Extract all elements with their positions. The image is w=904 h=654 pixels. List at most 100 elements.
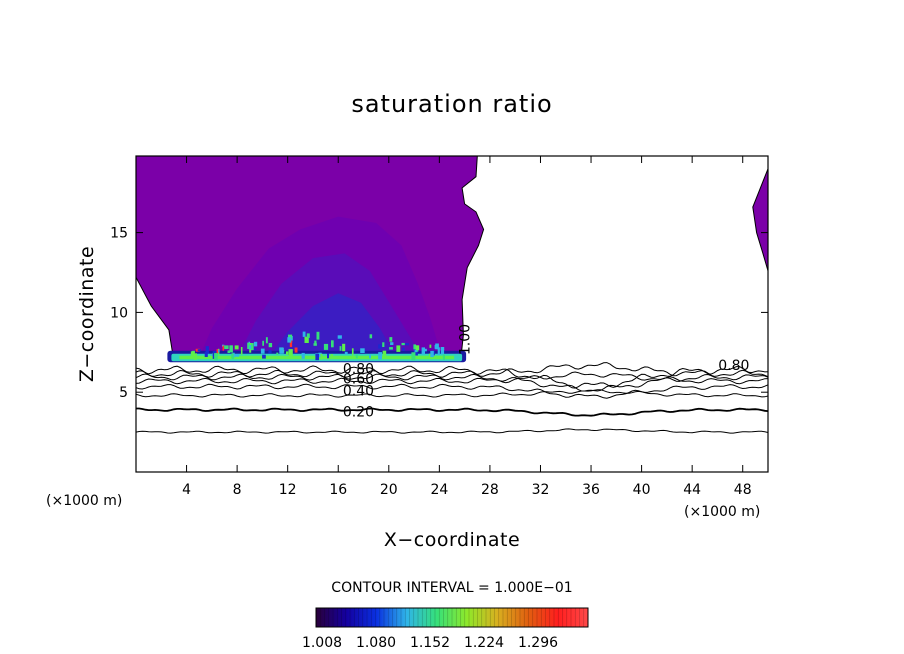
band-streak [288, 349, 293, 357]
contour-line-0.8 [136, 365, 768, 389]
band-streak [314, 340, 317, 346]
band-streak [378, 344, 382, 349]
band-streak [440, 349, 445, 355]
band-streak [262, 354, 266, 359]
band-streak [320, 353, 323, 360]
y-tick-label: 10 [110, 305, 128, 321]
y-axis-label: Z−coordinate [76, 246, 98, 382]
band-streak [214, 353, 218, 361]
band-streak [253, 348, 257, 351]
band-streak [331, 340, 334, 348]
band-streak [306, 333, 310, 338]
band-streak [360, 348, 365, 353]
band-streak [337, 335, 342, 339]
y-tick-label: 15 [110, 226, 128, 242]
contour-line-0.2 [136, 407, 768, 417]
band-streak [294, 347, 298, 353]
chart-title: saturation ratio [351, 90, 552, 118]
band-streak [414, 349, 418, 353]
band-streak [442, 354, 445, 360]
band-streak [421, 347, 425, 355]
band-streak [205, 346, 209, 354]
band-streak [424, 348, 427, 352]
band-streak [339, 346, 342, 351]
colorbar-tick-label: 1.008 [302, 635, 342, 651]
contour-line-0.6 [136, 373, 768, 392]
x-tick-label: 20 [380, 482, 398, 498]
x-tick-label: 40 [633, 482, 651, 498]
x-unit-label-right: (×1000 m) [684, 504, 760, 520]
band-streak [268, 350, 272, 354]
x-tick-label: 32 [532, 482, 550, 498]
band-streak [429, 344, 432, 348]
plot-frame [135, 155, 769, 473]
band-streak [260, 348, 265, 354]
band-streak [304, 336, 309, 343]
band-streak [247, 342, 250, 349]
band-streak [268, 343, 273, 348]
band-streak [194, 353, 197, 360]
x-tick-label: 24 [430, 482, 448, 498]
colorbar-tick-label: 1.224 [464, 635, 504, 651]
band-streak [378, 352, 382, 360]
contour-label: 0.80 [343, 361, 374, 377]
band-streak [316, 331, 320, 340]
x-tick-label: 28 [481, 482, 499, 498]
colorbar-tick-label: 1.296 [518, 635, 558, 651]
band-streak [262, 340, 264, 346]
contour-line-0.3 [136, 389, 768, 398]
band-streak [222, 345, 225, 351]
colorbar-tick-label: 1.152 [410, 635, 450, 651]
band-streak [313, 343, 317, 346]
x-tick-label: 8 [233, 482, 242, 498]
colorbar [315, 607, 589, 628]
cloud-base-band [167, 331, 467, 363]
x-tick-label: 16 [329, 482, 347, 498]
band-streak [190, 351, 195, 360]
band-streak [204, 351, 208, 357]
band-streak [342, 343, 346, 352]
contour-label: 0.20 [343, 404, 374, 420]
band-streak [435, 343, 439, 350]
colorbar-tick-label: 1.080 [356, 635, 396, 651]
band-streak [288, 334, 293, 340]
band-streak [315, 354, 319, 361]
contour-labels: 0.200.400.600.80 0.801.00 [343, 324, 750, 420]
band-streak [197, 349, 201, 352]
x-tick-label: 36 [582, 482, 600, 498]
band-streak [279, 347, 284, 354]
band-streak [390, 342, 394, 345]
band-streak [404, 343, 409, 346]
contour-lines [136, 362, 768, 434]
band-streak [249, 346, 252, 353]
band-streak [224, 345, 229, 350]
band-streak [440, 347, 445, 350]
shaded-regions [136, 156, 768, 360]
band-streak [389, 337, 393, 342]
y-axis-ticks: 5 10 15 [110, 226, 768, 401]
band-streak [355, 354, 358, 359]
contour-line-0.1 [136, 428, 768, 434]
band-streak [231, 353, 234, 359]
band-streak [413, 344, 416, 350]
band-streak [286, 351, 289, 355]
x-tick-label: 4 [182, 482, 191, 498]
band-streak [382, 342, 385, 347]
band-streak [369, 334, 373, 339]
x-axis-ticks: 4 8 12 16 20 24 28 32 36 40 44 48 [182, 156, 752, 498]
band-streak [396, 345, 401, 352]
band-streak [302, 331, 306, 337]
band-streak [240, 347, 243, 355]
band-streak [248, 344, 253, 350]
band-streak [415, 345, 420, 351]
band-streak [217, 348, 220, 356]
x-axis-label: X−coordinate [384, 529, 520, 551]
band-streak [227, 350, 230, 353]
band-streak [216, 349, 219, 354]
contour-label: 1.00 [458, 324, 474, 355]
band-streak [318, 352, 322, 358]
band-streak [351, 348, 354, 356]
band-streak [234, 345, 239, 350]
band-streak [401, 342, 405, 346]
